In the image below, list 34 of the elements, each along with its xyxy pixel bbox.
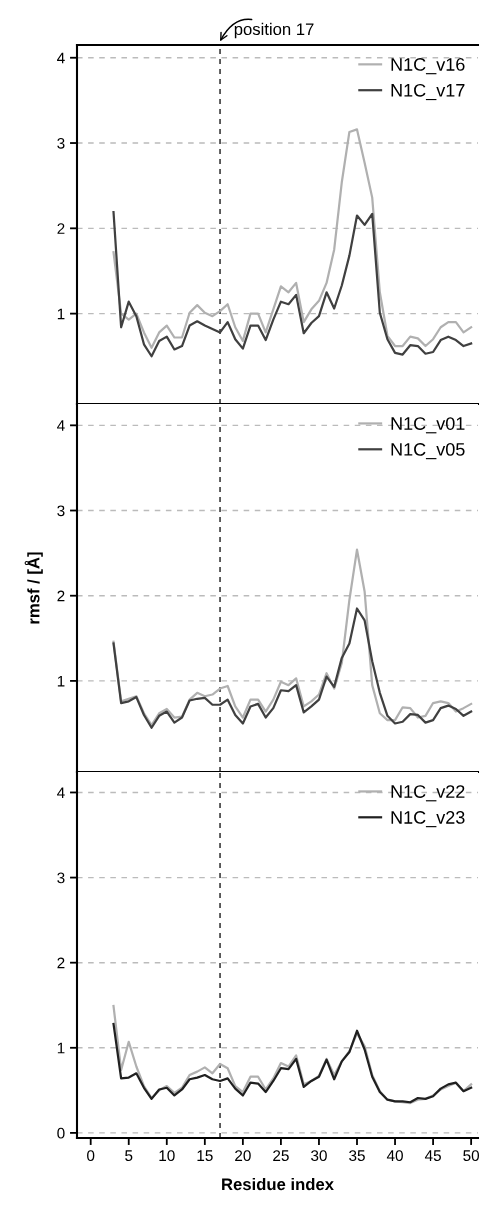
y-tick-label: 1 <box>57 308 65 320</box>
x-tick-label: 15 <box>197 1150 213 1162</box>
x-tick-label: 30 <box>311 1150 327 1162</box>
legend-label: N1C_v17 <box>391 83 465 101</box>
y-tick-label: 1 <box>57 1042 65 1054</box>
legend-label: N1C_v01 <box>391 417 465 434</box>
y-tick-label: 3 <box>57 872 65 884</box>
y-tick-label: 3 <box>57 505 65 517</box>
x-tick-label: 40 <box>386 1150 403 1162</box>
x-axis-title: Residue index <box>222 1177 334 1191</box>
y-tick-label: 2 <box>57 957 65 969</box>
y-tick-label: 4 <box>57 787 65 798</box>
legend-label: N1C_v22 <box>391 785 465 802</box>
legend-label: N1C_v16 <box>391 58 465 75</box>
x-tick-label: 5 <box>125 1150 133 1162</box>
x-tick-label: 25 <box>273 1150 289 1162</box>
y-tick-label: 1 <box>57 675 65 687</box>
y-tick-label: 4 <box>57 52 65 64</box>
x-tick-label: 10 <box>159 1150 175 1162</box>
x-tick-label: 20 <box>235 1150 251 1162</box>
y-axis-title: rmsf / [Å] <box>24 552 43 624</box>
y-tick-label: 2 <box>57 590 65 602</box>
text: position 17 <box>234 22 314 39</box>
y-tick-label: 4 <box>57 420 65 431</box>
x-tick-label: 35 <box>349 1150 365 1162</box>
y-tick-label: 3 <box>57 137 65 149</box>
legend-label: N1C_v23 <box>391 811 465 828</box>
legend-label: N1C_v05 <box>391 443 465 460</box>
x-tick-label: 45 <box>424 1150 441 1162</box>
y-tick-label: 2 <box>57 223 65 234</box>
x-tick-label: 50 <box>463 1150 480 1162</box>
x-tick-label: 0 <box>87 1150 95 1162</box>
line-series <box>112 1022 473 1104</box>
y-tick-label: 0 <box>57 1127 65 1139</box>
